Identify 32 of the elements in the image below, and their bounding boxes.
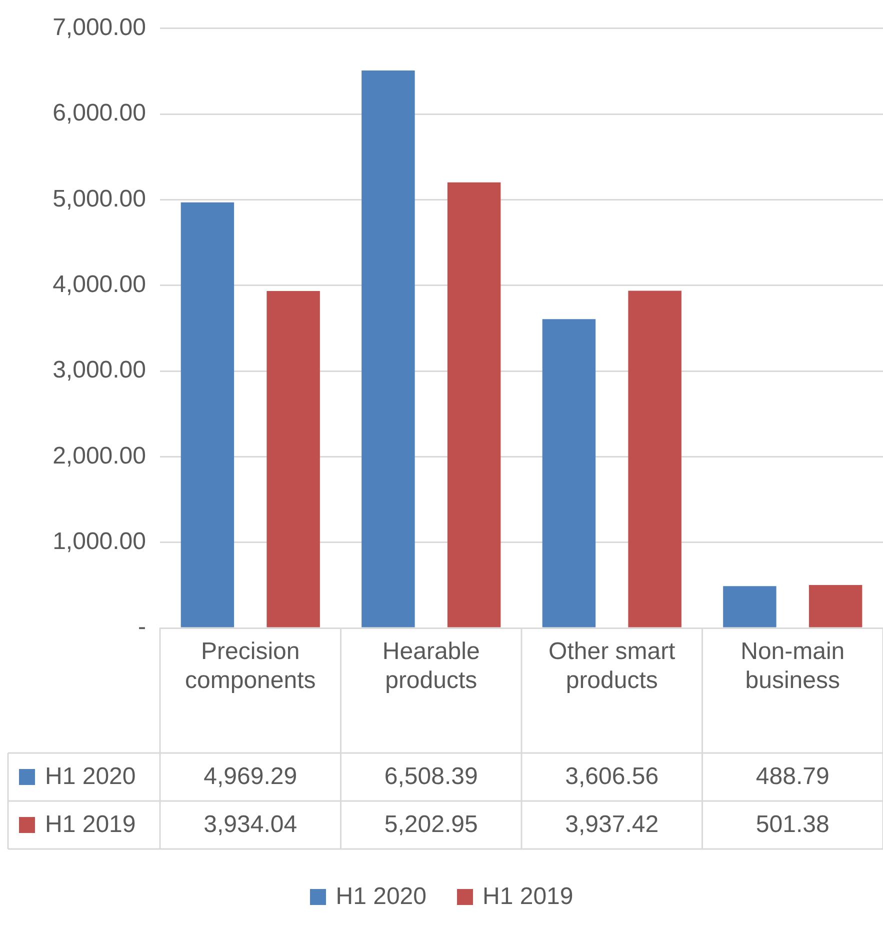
data-label: 5,202.95 [383,810,479,840]
y-tick-label: - [138,614,146,641]
bar [180,202,234,628]
y-tick-label: 2,000.00 [52,442,146,470]
bar [542,319,596,628]
data-label: 6,508.39 [383,762,479,792]
y-tick-label: 7,000.00 [52,14,146,42]
legend-label: H1 2019 [45,811,136,839]
bar [628,290,682,628]
bar [808,585,862,628]
x-tick-label: Hearable products [382,638,480,694]
data-label: 488.79 [754,762,830,792]
legend-label: H1 2020 [45,763,136,791]
bar [362,70,415,628]
x-tick-label: Other smart products [548,638,676,694]
x-tick-label: Non-main business [740,638,845,694]
x-tick-label: Precision components [185,638,316,694]
data-label: 501.38 [754,810,830,840]
bar [723,586,776,628]
text: H1 2019 [482,883,574,910]
y-tick-label: 3,000.00 [52,356,146,384]
text: H1 2020 [336,883,426,910]
y-tick-label: 1,000.00 [52,528,146,555]
data-label: 4,969.29 [202,762,298,792]
bar [447,182,501,628]
bar [266,291,320,628]
data-label: 3,606.56 [564,762,660,792]
data-label: 3,937.42 [564,810,660,840]
y-tick-label: 4,000.00 [52,270,146,298]
data-label: 3,934.04 [202,810,298,840]
y-tick-label: 6,000.00 [52,100,146,127]
y-tick-label: 5,000.00 [52,185,146,212]
